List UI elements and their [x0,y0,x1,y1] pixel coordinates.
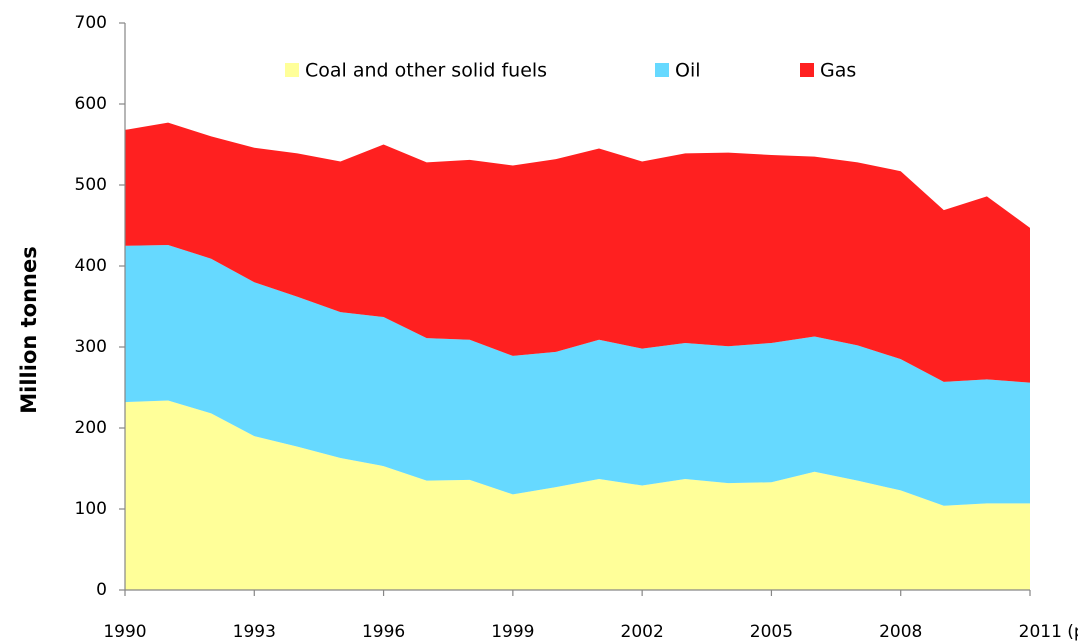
x-tick-label: 1993 [233,622,276,642]
x-tick-label: 2011 (p) [1019,622,1078,642]
x-tick-label: 1999 [491,622,534,642]
area [125,122,1030,383]
y-tick-label: 300 [75,337,107,357]
area [125,244,1030,506]
y-tick-label: 500 [75,175,107,195]
legend-label: Gas [820,60,856,82]
y-tick-label: 0 [96,580,107,600]
legend-swatch [285,63,299,77]
x-tick-label: 1996 [362,622,405,642]
legend-swatch [655,63,669,77]
y-tick-label: 100 [75,499,107,519]
y-tick-label: 400 [75,256,107,276]
y-tick-label: 200 [75,418,107,438]
legend-label: Oil [675,60,701,82]
y-tick-label: 600 [75,94,107,114]
y-axis-title: Million tonnes [17,246,41,414]
area [125,400,1030,590]
x-tick-label: 2008 [879,622,922,642]
legend-swatch [800,63,814,77]
legend-label: Coal and other solid fuels [305,60,547,82]
x-tick-label: 2005 [750,622,793,642]
y-tick-label: 700 [75,13,107,33]
x-tick-label: 1990 [103,622,146,642]
x-tick-label: 2002 [621,622,664,642]
